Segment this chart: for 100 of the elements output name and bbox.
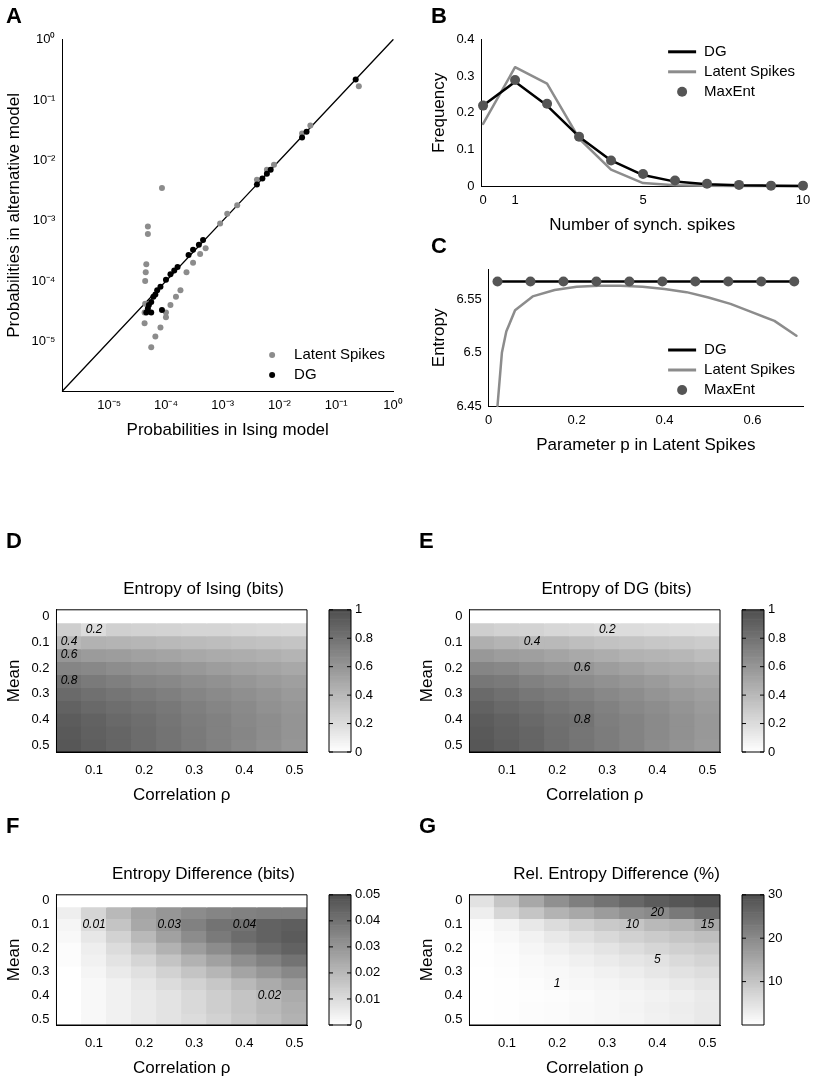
- color-bar-label: 30: [768, 886, 783, 902]
- y-tick-label: 0: [455, 892, 463, 908]
- y-axis-title: Mean: [416, 659, 436, 703]
- chart-title: Rel. Entropy Difference (%): [513, 864, 720, 884]
- y-tick-label: 0.1: [444, 633, 463, 649]
- y-tick-label: 6.5: [463, 344, 482, 360]
- y-tick-label: 0.4: [444, 986, 463, 1002]
- x-tick-label: 0.4: [648, 762, 667, 778]
- x-tick-label: 0.4: [655, 412, 674, 428]
- y-tick-label: 0.1: [31, 633, 50, 649]
- y-axis-title: Entropy: [428, 308, 448, 368]
- x-tick-label: 0.2: [548, 1035, 567, 1051]
- x-tick-label: 1: [511, 192, 519, 208]
- y-tick-label: 0.5: [444, 1010, 463, 1026]
- x-tick-label: 0.3: [598, 762, 617, 778]
- legend-label: MaxEnt: [704, 81, 756, 99]
- y-tick-label: 0.2: [444, 939, 463, 955]
- x-tick-label: 0.2: [567, 412, 586, 428]
- y-tick-label: 0.2: [31, 659, 50, 675]
- x-axis-title: Correlation ρ: [132, 1058, 231, 1078]
- color-bar-label: 20: [768, 929, 783, 945]
- x-axis-title: Correlation ρ: [545, 785, 644, 805]
- y-tick-label: 10⁻¹: [32, 91, 57, 107]
- color-bar-label: 0.4: [768, 686, 787, 702]
- x-axis-title: Number of synch. spikes: [549, 215, 736, 235]
- x-tick-label: 10⁻¹: [324, 397, 349, 413]
- data-label: 0.8: [60, 673, 78, 688]
- x-tick-label: 5: [639, 192, 647, 208]
- text: D: [6, 528, 22, 553]
- data-label: 0.4: [523, 634, 541, 649]
- x-axis-title: Correlation ρ: [545, 1058, 644, 1078]
- x-tick-label: 0.3: [185, 762, 204, 778]
- y-tick-label: 0.4: [444, 711, 463, 727]
- y-tick-label: 0: [42, 607, 50, 623]
- y-tick-label: 10⁻²: [32, 151, 57, 167]
- y-tick-label: 6.55: [456, 291, 482, 307]
- y-tick-label: 10⁻⁴: [31, 272, 56, 288]
- data-label: 0.2: [598, 621, 616, 636]
- data-label: 10: [625, 916, 640, 931]
- x-tick-label: 0.1: [85, 762, 104, 778]
- x-tick-label: 0.5: [698, 762, 717, 778]
- data-label: 0.01: [82, 916, 106, 931]
- y-axis-title: Frequency: [428, 72, 448, 154]
- y-tick-label: 0.2: [444, 659, 463, 675]
- color-bar-label: 0.02: [355, 964, 381, 980]
- color-bar-label: 1: [768, 601, 776, 617]
- chart-title: Entropy of Ising (bits): [123, 579, 284, 599]
- color-bar-label: 0.4: [355, 686, 374, 702]
- x-tick-label: 0.4: [235, 762, 254, 778]
- y-tick-label: 0: [42, 892, 50, 908]
- y-tick-label: 0.5: [31, 737, 50, 753]
- data-label: 0.04: [232, 916, 257, 931]
- x-tick-label: 0.4: [235, 1035, 254, 1051]
- y-tick-label: 0.5: [444, 737, 463, 753]
- x-tick-label: 0.5: [285, 762, 304, 778]
- y-tick-label: 0: [455, 607, 463, 623]
- text: E: [419, 528, 434, 553]
- x-tick-label: 0.5: [698, 1035, 717, 1051]
- y-tick-label: 0.2: [31, 939, 50, 955]
- text: F: [6, 813, 20, 838]
- legend-label: DG: [704, 340, 727, 358]
- x-axis-title: Parameter p in Latent Spikes: [536, 435, 756, 455]
- x-tick-label: 0.1: [498, 1035, 517, 1051]
- color-bar-label: 10: [768, 973, 783, 989]
- y-tick-label: 0.2: [456, 104, 475, 120]
- y-axis-title: Mean: [416, 938, 436, 982]
- data-label: 0.4: [60, 634, 78, 649]
- data-label: 20: [649, 904, 665, 919]
- x-axis-title: Probabilities in Ising model: [126, 420, 329, 440]
- y-tick-label: 0.4: [31, 711, 50, 727]
- y-tick-label: 0.4: [456, 31, 475, 47]
- chart-title: Entropy Difference (bits): [112, 864, 295, 884]
- color-bar-label: 0.6: [355, 658, 374, 674]
- x-tick-label: 0.5: [285, 1035, 304, 1051]
- data-label: 0.6: [573, 660, 591, 675]
- y-tick-label: 0.1: [444, 915, 463, 931]
- x-tick-label: 0.1: [85, 1035, 104, 1051]
- y-axis-title: Mean: [3, 659, 23, 703]
- y-tick-label: 0.3: [444, 685, 463, 701]
- text: G: [419, 813, 437, 838]
- x-tick-label: 10⁻²: [268, 397, 292, 413]
- x-tick-label: 10⁰: [383, 397, 403, 413]
- y-axis-title: Probabilities in alternative model: [3, 93, 23, 338]
- legend-label: Latent Spikes: [294, 345, 386, 363]
- color-bar-label: 0.8: [355, 629, 374, 645]
- y-tick-label: 0.5: [31, 1010, 50, 1026]
- x-tick-label: 0.3: [185, 1035, 204, 1051]
- legend-label: Latent Spikes: [704, 360, 796, 378]
- color-bar-label: 0: [355, 743, 363, 759]
- color-bar-label: 0: [355, 1016, 363, 1032]
- x-tick-label: 0.1: [498, 762, 517, 778]
- y-tick-label: 10⁰: [35, 31, 56, 47]
- legend-label: DG: [704, 41, 727, 59]
- color-bar-label: 0.2: [355, 715, 374, 731]
- data-label: 5: [654, 952, 662, 967]
- data-label: 0.6: [60, 647, 78, 662]
- data-label: 0.03: [157, 916, 182, 931]
- x-tick-label: 0.6: [743, 412, 762, 428]
- x-tick-label: 10⁻⁴: [153, 397, 178, 413]
- color-bar-label: 0.8: [768, 629, 787, 645]
